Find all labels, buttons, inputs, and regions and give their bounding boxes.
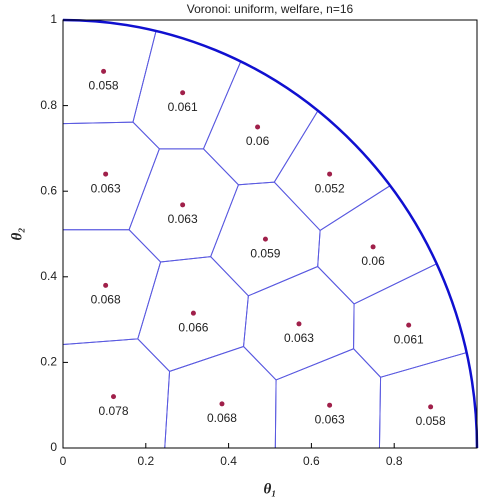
x-tick-label: 0.4	[220, 454, 237, 468]
voronoi-cell	[273, 20, 477, 232]
value-label: 0.066	[178, 320, 208, 334]
voronoi-cell	[202, 20, 375, 186]
value-label: 0.078	[98, 404, 128, 418]
x-axis-label: θ₁	[263, 481, 276, 497]
value-label: 0.063	[284, 331, 314, 345]
site-point	[180, 90, 186, 96]
site-point	[219, 401, 225, 407]
voronoi-cell	[378, 348, 477, 448]
value-label: 0.063	[91, 181, 121, 195]
y-tick-label: 0.6	[40, 183, 57, 197]
voronoi-cell	[274, 348, 382, 448]
voronoi-cell	[317, 129, 477, 305]
site-point	[255, 124, 261, 130]
value-label: 0.068	[207, 411, 237, 425]
site-point	[190, 310, 196, 316]
value-label: 0.058	[89, 79, 119, 93]
chart-title: Voronoi: uniform, welfare, n=16	[187, 2, 354, 16]
value-label: 0.06	[361, 254, 385, 268]
voronoi-cell	[63, 338, 171, 448]
site-point	[296, 321, 302, 327]
y-tick-label: 0	[50, 440, 57, 454]
voronoi-cell	[63, 121, 160, 231]
site-point	[103, 282, 109, 288]
value-label: 0.061	[168, 100, 198, 114]
y-tick-label: 1	[50, 12, 57, 26]
voronoi-cell	[164, 345, 277, 448]
site-point	[180, 202, 186, 208]
y-axis-label: θ₂	[9, 227, 25, 240]
site-point	[262, 236, 268, 242]
site-point	[327, 171, 333, 177]
site-point	[406, 322, 412, 328]
y-tick-label: 0.2	[40, 355, 57, 369]
x-tick-label: 0.2	[137, 454, 154, 468]
site-point	[327, 402, 333, 408]
site-point	[103, 171, 109, 177]
axes-frame	[62, 19, 478, 449]
site-point	[101, 68, 107, 74]
x-tick-label: 0	[60, 454, 67, 468]
x-tick-label: 0.8	[386, 454, 403, 468]
voronoi-cell	[63, 229, 162, 346]
voronoi-cell	[132, 20, 260, 150]
value-label: 0.059	[250, 246, 280, 260]
value-label: 0.052	[315, 181, 345, 195]
value-label: 0.063	[168, 212, 198, 226]
value-label: 0.068	[91, 293, 121, 307]
value-label: 0.063	[315, 412, 345, 426]
y-tick-label: 0.4	[40, 269, 57, 283]
feasible-boundary	[62, 18, 479, 449]
value-label: 0.06	[246, 134, 270, 148]
value-label: 0.061	[394, 332, 424, 346]
y-tick-label: 0.8	[40, 98, 57, 112]
site-point	[428, 404, 434, 410]
site-point	[111, 394, 117, 400]
value-label: 0.058	[416, 414, 446, 428]
voronoi-cells	[63, 20, 477, 448]
x-tick-label: 0.6	[303, 454, 320, 468]
site-point	[370, 244, 376, 250]
voronoi-cell	[63, 20, 160, 125]
